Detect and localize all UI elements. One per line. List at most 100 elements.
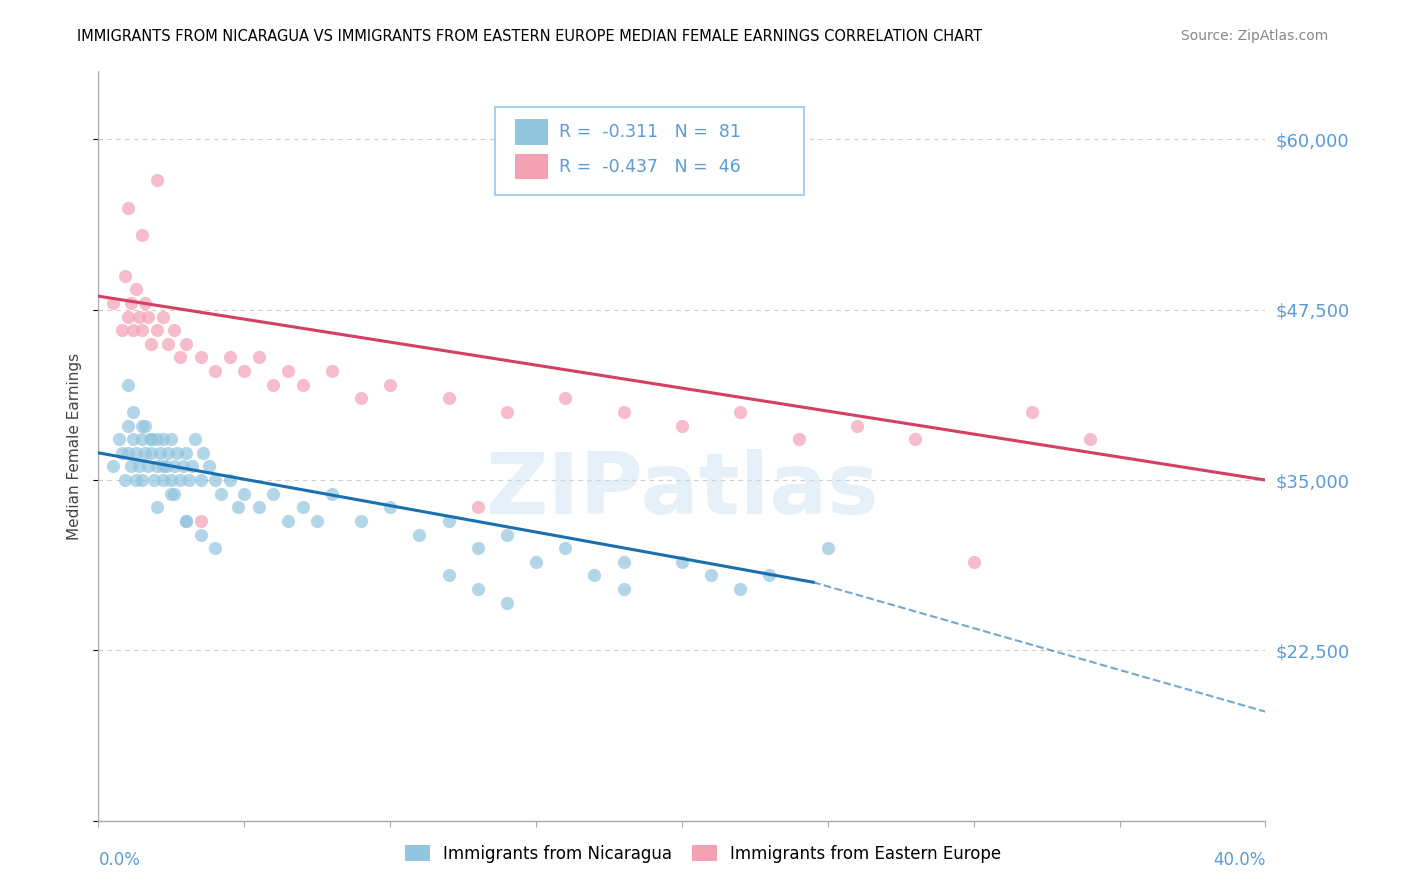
Point	[233, 486, 256, 500]
Text: IMMIGRANTS FROM NICARAGUA VS IMMIGRANTS FROM EASTERN EUROPE MEDIAN FEMALE EARNIN: IMMIGRANTS FROM NICARAGUA VS IMMIGRANTS …	[77, 29, 983, 44]
Point	[134, 446, 156, 460]
Point	[111, 323, 134, 337]
FancyBboxPatch shape	[495, 106, 804, 195]
Text: R =  -0.437   N =  46: R = -0.437 N = 46	[560, 158, 741, 176]
Point	[307, 514, 329, 528]
Point	[437, 392, 460, 406]
Legend: Immigrants from Nicaragua, Immigrants from Eastern Europe: Immigrants from Nicaragua, Immigrants fr…	[399, 839, 1007, 868]
Point	[120, 459, 142, 474]
Point	[321, 486, 343, 500]
Point	[180, 459, 202, 474]
Point	[131, 473, 153, 487]
Point	[101, 296, 124, 310]
Point	[117, 446, 139, 460]
Point	[146, 500, 169, 515]
Point	[612, 582, 634, 596]
Point	[122, 432, 145, 446]
Point	[247, 500, 270, 515]
Point	[131, 432, 153, 446]
Point	[380, 500, 402, 515]
Point	[128, 459, 150, 474]
Point	[169, 473, 191, 487]
Point	[134, 418, 156, 433]
Point	[160, 473, 183, 487]
Point	[846, 418, 869, 433]
Point	[218, 473, 240, 487]
Point	[172, 459, 194, 474]
Point	[218, 351, 240, 365]
Bar	[515, 120, 548, 145]
Point	[152, 473, 174, 487]
Point	[108, 432, 131, 446]
Point	[204, 541, 226, 556]
Point	[117, 418, 139, 433]
Point	[228, 500, 250, 515]
Point	[152, 432, 174, 446]
Point	[204, 473, 226, 487]
Point	[111, 446, 134, 460]
Text: Source: ZipAtlas.com: Source: ZipAtlas.com	[1181, 29, 1329, 43]
Point	[131, 418, 153, 433]
Point	[321, 364, 343, 378]
Point	[496, 405, 519, 419]
Point	[496, 596, 519, 610]
Point	[125, 446, 148, 460]
Text: R =  -0.311   N =  81: R = -0.311 N = 81	[560, 123, 741, 141]
Point	[101, 459, 124, 474]
Point	[125, 282, 148, 296]
Point	[467, 500, 489, 515]
Point	[612, 555, 634, 569]
Point	[139, 432, 162, 446]
Bar	[515, 153, 548, 179]
Point	[139, 446, 162, 460]
Point	[136, 459, 159, 474]
Point	[291, 377, 314, 392]
Point	[758, 568, 780, 582]
Point	[291, 500, 314, 515]
Point	[380, 377, 402, 392]
Point	[233, 364, 256, 378]
Point	[174, 336, 197, 351]
Point	[131, 227, 153, 242]
Point	[174, 514, 197, 528]
Text: ZIPatlas: ZIPatlas	[485, 450, 879, 533]
Point	[730, 405, 752, 419]
Point	[128, 310, 150, 324]
Point	[671, 418, 693, 433]
Point	[524, 555, 547, 569]
Point	[190, 473, 212, 487]
Point	[146, 432, 169, 446]
Text: 0.0%: 0.0%	[98, 851, 141, 869]
Point	[904, 432, 927, 446]
Point	[157, 446, 180, 460]
Point	[114, 473, 136, 487]
Point	[962, 555, 984, 569]
Point	[146, 459, 169, 474]
Point	[1021, 405, 1043, 419]
Point	[190, 351, 212, 365]
Point	[198, 459, 221, 474]
Point	[247, 351, 270, 365]
Point	[817, 541, 839, 556]
Point	[437, 568, 460, 582]
Point	[612, 405, 634, 419]
Point	[125, 473, 148, 487]
Point	[262, 486, 284, 500]
Point	[1080, 432, 1102, 446]
Point	[467, 582, 489, 596]
Point	[554, 541, 576, 556]
Point	[730, 582, 752, 596]
Point	[408, 527, 430, 541]
Point	[204, 364, 226, 378]
Point	[157, 336, 180, 351]
Point	[136, 310, 159, 324]
Point	[149, 446, 172, 460]
Point	[160, 486, 183, 500]
Point	[142, 473, 165, 487]
Point	[152, 310, 174, 324]
Point	[114, 268, 136, 283]
Point	[152, 459, 174, 474]
Point	[554, 392, 576, 406]
Point	[190, 514, 212, 528]
Point	[117, 310, 139, 324]
